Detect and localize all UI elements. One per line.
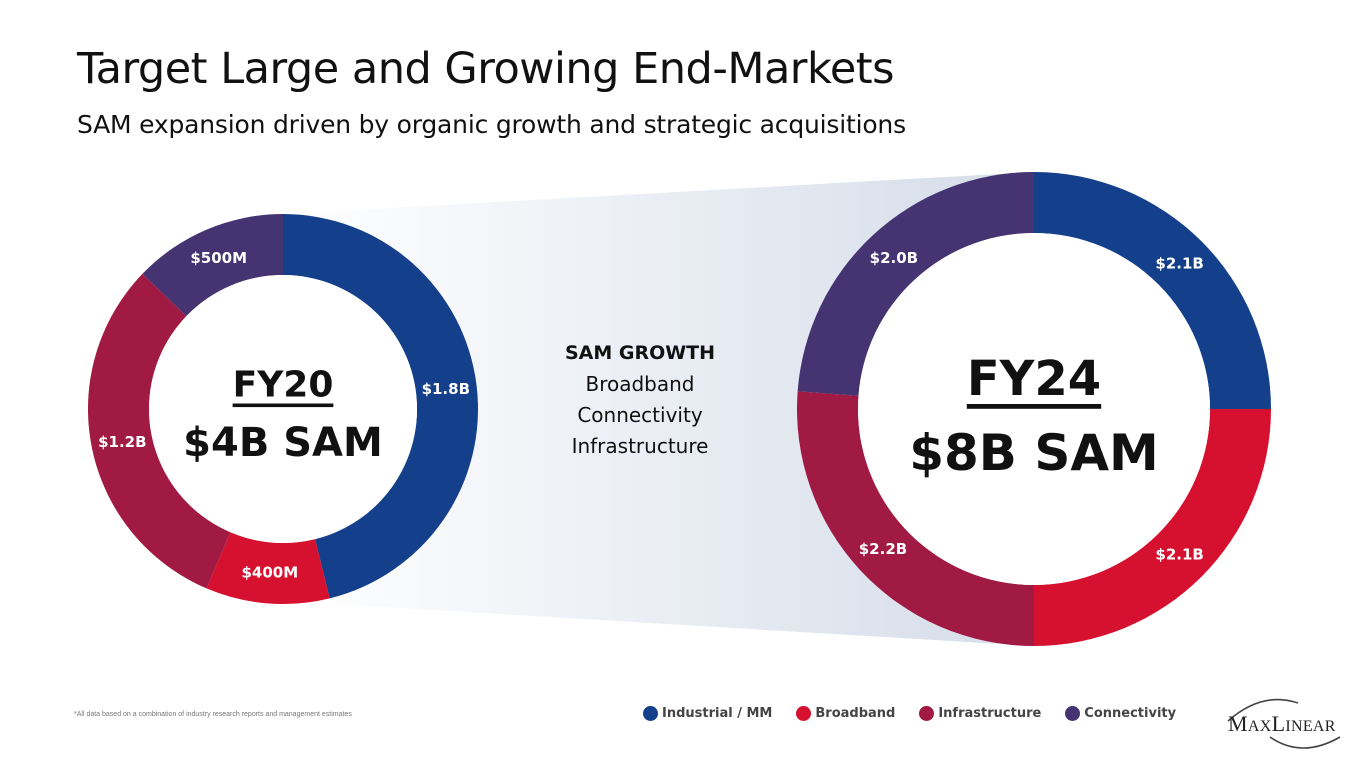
legend-label: Infrastructure [938,706,1042,721]
footnote: *All data based on a combination of indu… [74,711,352,718]
legend-item-connectivity: Connectivity [1065,706,1176,721]
legend-label: Broadband [815,706,896,721]
slice-label: $2.1B [1155,254,1203,272]
sam-growth-heading: SAM GROWTH [564,342,716,364]
donut-slice [797,391,1034,646]
slice-label: $1.8B [422,380,470,398]
legend-swatch [919,706,935,721]
maxlinear-logo: MAXLINEAR [1222,697,1352,757]
legend-label: Industrial / MM [662,706,773,721]
donut-slice [797,172,1034,396]
donut-center-title: FY24 [967,351,1101,407]
logo-swoosh-icon [1227,698,1341,749]
legend-swatch [1065,706,1081,721]
donut-hole [149,275,417,543]
slice-label: $1.2B [98,433,146,451]
donut-slice [283,214,479,599]
slice-label: $500M [190,249,247,267]
donut-slice [1034,409,1271,646]
legend-label: Connectivity [1084,706,1177,721]
donut-slice [87,273,231,589]
slice-label: $2.2B [859,540,907,558]
legend-item-industrial: Industrial / MM [643,706,772,721]
donut-slice [206,532,330,605]
donut-center-value: $8B SAM [909,424,1159,482]
donut-hole [858,233,1210,585]
donut-slice [142,214,283,317]
donut-center-title: FY20 [233,365,334,406]
legend-item-infrastructure: Infrastructure [919,706,1041,721]
sam-growth-item: Broadband [585,372,695,396]
slice-label: $400M [241,563,298,581]
legend-swatch [643,706,658,721]
page-title: Target Large and Growing End-Markets [77,44,895,94]
legend-swatch [796,706,812,721]
slice-label: $2.1B [1155,546,1203,564]
legend: Industrial / MM Broadband Infrastructure… [643,706,1200,721]
donut-center-value: $4B SAM [183,420,383,466]
slice-label: $2.0B [870,249,918,267]
donut-slice [1034,172,1271,409]
page-subtitle: SAM expansion driven by organic growth a… [77,110,906,139]
sam-growth-box: SAM GROWTH Broadband Connectivity Infras… [540,338,740,462]
sam-growth-item: Infrastructure [571,434,709,458]
logo-wordmark: MAXLINEAR [1228,711,1336,736]
legend-item-broadband: Broadband [796,706,895,721]
sam-growth-item: Connectivity [577,403,703,427]
